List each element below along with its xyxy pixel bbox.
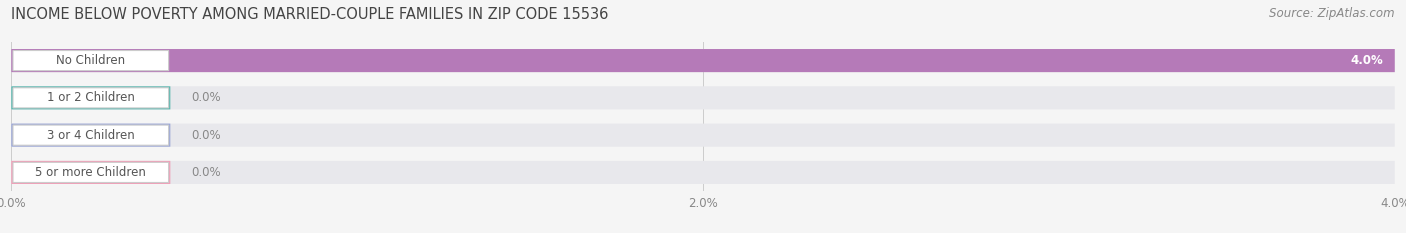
Text: 1 or 2 Children: 1 or 2 Children xyxy=(46,91,135,104)
FancyBboxPatch shape xyxy=(13,51,169,71)
Text: 0.0%: 0.0% xyxy=(191,166,221,179)
Text: Source: ZipAtlas.com: Source: ZipAtlas.com xyxy=(1270,7,1395,20)
Text: 5 or more Children: 5 or more Children xyxy=(35,166,146,179)
FancyBboxPatch shape xyxy=(11,161,170,184)
Text: INCOME BELOW POVERTY AMONG MARRIED-COUPLE FAMILIES IN ZIP CODE 15536: INCOME BELOW POVERTY AMONG MARRIED-COUPL… xyxy=(11,7,609,22)
Text: 4.0%: 4.0% xyxy=(1351,54,1384,67)
Text: 0.0%: 0.0% xyxy=(191,91,221,104)
FancyBboxPatch shape xyxy=(11,123,1395,147)
FancyBboxPatch shape xyxy=(13,88,169,108)
FancyBboxPatch shape xyxy=(11,161,1395,184)
FancyBboxPatch shape xyxy=(11,49,1395,72)
FancyBboxPatch shape xyxy=(11,86,170,110)
Text: No Children: No Children xyxy=(56,54,125,67)
FancyBboxPatch shape xyxy=(11,123,170,147)
FancyBboxPatch shape xyxy=(11,86,1395,110)
FancyBboxPatch shape xyxy=(11,49,1395,72)
FancyBboxPatch shape xyxy=(13,162,169,182)
Text: 3 or 4 Children: 3 or 4 Children xyxy=(46,129,135,142)
Text: 0.0%: 0.0% xyxy=(191,129,221,142)
FancyBboxPatch shape xyxy=(13,125,169,145)
